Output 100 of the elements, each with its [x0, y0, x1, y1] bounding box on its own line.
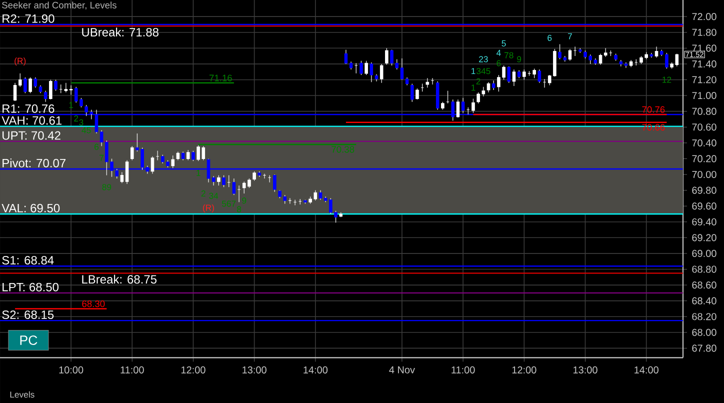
ref-line-label: Pivot: 70.07 — [2, 158, 66, 168]
annotation: 6 — [94, 144, 99, 150]
ref-line-label: S2: 68.15 — [2, 310, 54, 319]
x-tick-label: 13:00 — [573, 366, 598, 374]
candlestick — [222, 174, 226, 188]
y-tick-label: 70.00 — [692, 170, 716, 178]
chart-title: Seeker and Comber, Levels — [2, 2, 116, 10]
candlestick — [212, 176, 216, 186]
candlestick — [430, 78, 434, 85]
candlestick — [538, 69, 542, 84]
candlestick — [456, 99, 460, 118]
annotation: 78 — [504, 52, 514, 58]
y-tick-label: 68.80 — [692, 266, 716, 273]
candlestick — [34, 77, 38, 88]
x-tick-label: 10:00 — [59, 366, 84, 374]
candlestick — [49, 79, 52, 100]
x-tick-label: 14:00 — [634, 366, 658, 374]
y-tick-label: 71.00 — [692, 92, 716, 100]
candlestick — [416, 88, 419, 100]
candlestick — [654, 46, 658, 58]
x-tick-label: 14:00 — [304, 366, 328, 374]
annotation: 567 — [222, 200, 236, 207]
candlestick — [380, 64, 384, 84]
candlestick — [360, 60, 363, 76]
candlestick — [186, 150, 190, 161]
y-tick-label: 69.20 — [692, 234, 716, 242]
candlestick — [385, 48, 388, 66]
y-tick-label: 71.60 — [692, 44, 716, 52]
ref-line-label: S1: 68.84 — [2, 256, 54, 264]
x-tick-label: 12:00 — [512, 366, 536, 374]
y-tick-label: 70.40 — [692, 139, 716, 146]
data-label: 70.76 — [642, 106, 665, 113]
annotation: 3 — [79, 119, 84, 126]
x-tick-label: 11:00 — [120, 366, 144, 374]
annotation: 2 — [476, 78, 480, 84]
annotation: 1 — [472, 68, 476, 74]
annotation: PC — [20, 336, 38, 345]
candlestick — [370, 62, 374, 82]
y-tick-label: 69.00 — [692, 250, 716, 257]
y-tick-label: 68.60 — [692, 281, 716, 289]
candlestick — [532, 68, 536, 78]
candlestick — [237, 185, 241, 202]
candlestick — [598, 53, 602, 66]
x-tick-label: 11:00 — [452, 366, 475, 374]
y-tick-label: 71.20 — [692, 76, 716, 84]
y-tick-label: 70.80 — [692, 108, 716, 115]
annotation: (R) — [203, 204, 214, 212]
annotation: 2 — [201, 190, 206, 196]
candlestick — [486, 82, 490, 93]
candlestick — [69, 84, 73, 96]
annotation: 345 — [476, 68, 490, 74]
candlestick — [344, 49, 348, 64]
y-tick-label: 69.80 — [692, 186, 716, 194]
candlestick — [252, 171, 256, 182]
annotation: 12 — [662, 76, 672, 83]
candlestick — [507, 66, 511, 84]
annotation: 8 — [237, 206, 242, 212]
candlestick — [150, 156, 154, 174]
candlestick — [410, 83, 414, 102]
annotation: 4 — [496, 50, 501, 56]
candlestick — [192, 150, 195, 162]
data-label: 71.16 — [209, 74, 232, 82]
candlestick — [120, 172, 124, 184]
candlestick — [13, 82, 17, 102]
candlestick — [232, 178, 236, 196]
annotation: 9 — [242, 197, 246, 204]
annotation: 2 — [74, 115, 78, 122]
ref-line-label: UBreak: 71.88 — [82, 28, 158, 36]
candlestick — [568, 48, 572, 62]
y-tick-label: 67.80 — [692, 344, 716, 352]
candlestick — [512, 69, 516, 86]
candlestick — [426, 78, 430, 88]
candlestick — [28, 77, 32, 94]
y-tick-label: 68.40 — [692, 297, 716, 304]
y-tick-label: 70.60 — [692, 124, 716, 131]
annotation: 6 — [496, 60, 501, 66]
annotation: 7 — [100, 154, 104, 161]
data-label: 70.38 — [332, 146, 354, 153]
annotation: 6 — [548, 34, 552, 41]
candlestick — [288, 198, 292, 204]
y-tick-label: 72.00 — [692, 13, 716, 20]
candlestick — [273, 174, 276, 192]
candlestick — [171, 155, 175, 169]
candlestick — [54, 79, 58, 92]
candlestick — [364, 60, 368, 76]
y-tick-label: 70.20 — [692, 155, 716, 162]
x-tick-label: 4 Nov — [389, 366, 415, 374]
candlestick — [400, 58, 404, 80]
candlestick — [573, 46, 577, 56]
annotation: 23 — [479, 56, 488, 62]
ref-line-label: LPT: 68.50 — [2, 282, 59, 292]
annotation: 1 — [472, 84, 476, 91]
ref-line-label: R1: 70.76 — [2, 104, 54, 113]
annotation: 5 — [502, 40, 506, 46]
y-tick-label: 71.40 — [692, 60, 716, 68]
annotation: 1 — [69, 102, 74, 108]
candlestick — [125, 160, 129, 184]
candlestick — [492, 80, 496, 90]
annotation: 89 — [102, 184, 112, 190]
annotation: 34 — [209, 192, 218, 199]
